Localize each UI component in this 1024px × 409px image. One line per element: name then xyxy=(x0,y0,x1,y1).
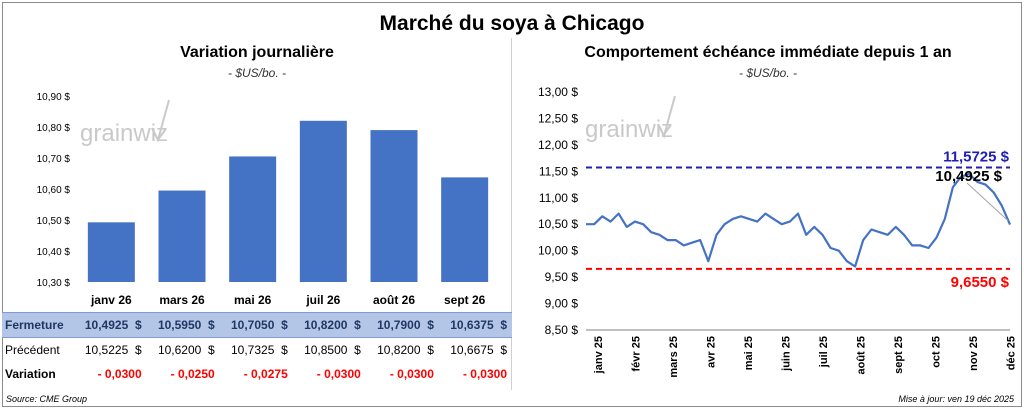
watermark-text-right: grainwiz xyxy=(585,116,673,143)
panel-divider xyxy=(511,38,512,390)
cell-precedent-6: 10,6675 $ xyxy=(450,343,507,357)
bar-ytick-label: 10,30 $ xyxy=(37,278,71,289)
line-xtick-label: avr 25 xyxy=(706,336,718,368)
cell-precedent-2: 10,6200 $ xyxy=(157,343,215,357)
watermark-logo: grainwiz xyxy=(80,99,170,147)
bar xyxy=(229,156,277,282)
watermark-check-icon xyxy=(151,99,170,143)
line-ytick-label: 8,50 $ xyxy=(545,323,579,337)
line-ytick-label: 12,00 $ xyxy=(538,138,578,152)
cell-variation-6: - 0,0300 xyxy=(462,367,507,381)
line-ytick-label: 12,50 $ xyxy=(538,111,578,125)
cell-variation-4: - 0,0300 xyxy=(316,367,361,381)
line-xtick-label: oct 25 xyxy=(931,336,943,368)
min-value-label: 9,6550 $ xyxy=(951,274,1010,291)
line-xtick-label: mars 25 xyxy=(668,336,680,378)
line-xtick-label: nov 25 xyxy=(968,336,980,371)
bar-xtick-label: août 26 xyxy=(373,293,415,307)
row-fermeture: Fermeture 10,4925 $ 10,5950 $ 10,7050 $ … xyxy=(2,312,512,338)
source-note: Source: CME Group xyxy=(6,394,88,404)
cell-variation-5: - 0,0300 xyxy=(389,367,434,381)
bar xyxy=(87,222,135,282)
cell-variation-3: - 0,0275 xyxy=(243,367,288,381)
bar xyxy=(299,120,347,282)
cell-precedent-1: 10,5225 $ xyxy=(84,343,142,357)
last-value-leader-line xyxy=(966,182,1009,221)
cell-variation-1: - 0,0300 xyxy=(97,367,142,381)
line-xtick-label: mai 25 xyxy=(743,336,755,370)
bar-chart-unit: - $US/bo. - xyxy=(227,66,287,80)
row-label-variation: Variation xyxy=(5,367,56,381)
line-chart-title: Comportement échéance immédiate depuis 1… xyxy=(584,44,952,61)
bar-ytick-label: 10,90 $ xyxy=(37,92,71,103)
price-series-line xyxy=(586,172,1012,268)
bar-ytick-label: 10,70 $ xyxy=(37,154,71,165)
row-precedent: Précédent 10,5225 $ 10,6200 $ 10,7325 $ … xyxy=(2,338,512,363)
line-xtick-label: juil 25 xyxy=(818,336,830,368)
bar-ytick-label: 10,80 $ xyxy=(37,123,71,134)
price-table: Fermeture 10,4925 $ 10,5950 $ 10,7050 $ … xyxy=(2,312,512,386)
cell-precedent-3: 10,7325 $ xyxy=(231,343,288,357)
bar-xtick-label: sept 26 xyxy=(444,293,486,307)
line-ytick-label: 13,00 $ xyxy=(538,85,578,99)
bar-chart-title: Variation journalière xyxy=(180,44,334,61)
cell-fermeture-5: 10,7900 $ xyxy=(365,312,439,338)
line-ytick-label: 11,50 $ xyxy=(539,164,578,178)
cell-precedent-4: 10,8500 $ xyxy=(304,343,361,357)
watermark-text: grainwiz xyxy=(80,120,168,147)
bar-xtick-label: mars 26 xyxy=(159,293,205,307)
bar xyxy=(158,190,206,282)
cell-variation-2: - 0,0250 xyxy=(170,367,215,381)
cell-fermeture-2: 10,5950 $ xyxy=(146,312,220,338)
bar-xtick-label: juil 26 xyxy=(305,293,340,307)
line-xtick-label: juin 25 xyxy=(781,336,793,372)
bar-chart: grainwiz 10,30 $ 10,40 $ 10,50 $ 10,60 $ 10,… xyxy=(37,92,489,307)
cell-fermeture-3: 10,7050 $ xyxy=(219,312,293,338)
line-ytick-label: 10,00 $ xyxy=(538,244,578,258)
bar xyxy=(441,177,489,282)
cell-fermeture-6: 10,6375 $ xyxy=(438,312,512,338)
bar xyxy=(370,130,418,282)
bar-ytick-label: 10,50 $ xyxy=(37,216,71,227)
line-xtick-label: août 25 xyxy=(856,336,868,375)
cell-fermeture-4: 10,8200 $ xyxy=(292,312,366,338)
line-ytick-label: 9,00 $ xyxy=(545,297,579,311)
line-xtick-label: janv 25 xyxy=(593,336,605,374)
line-ytick-label: 10,50 $ xyxy=(538,217,578,231)
line-chart: grainwiz 8,50 $ 9,00 $ 9,50 $ 10,00 $ 10,50 … xyxy=(538,85,1018,378)
last-value-label: 10,4925 $ xyxy=(935,168,1002,185)
row-variation: Variation - 0,0300 - 0,0250 - 0,0275 - 0… xyxy=(2,362,512,386)
bar-xtick-label: janv 26 xyxy=(90,293,132,307)
line-ytick-label: 11,00 $ xyxy=(539,191,578,205)
cell-fermeture-1: 10,4925 $ xyxy=(73,312,147,338)
line-chart-unit: - $US/bo. - xyxy=(738,66,798,80)
watermark-check-icon-right xyxy=(657,95,676,139)
bar-ytick-label: 10,40 $ xyxy=(37,247,71,258)
bar-ytick-label: 10,60 $ xyxy=(37,185,71,196)
line-xtick-label: sept 25 xyxy=(893,336,905,374)
line-xtick-label: déc 25 xyxy=(1006,336,1018,370)
row-label-fermeture: Fermeture xyxy=(2,312,74,338)
update-note: Mise à jour: ven 19 déc 2025 xyxy=(898,394,1014,404)
line-xtick-label: févr 25 xyxy=(631,336,643,371)
row-label-precedent: Précédent xyxy=(5,343,60,357)
bar-xtick-label: mai 26 xyxy=(234,293,272,307)
cell-precedent-5: 10,8200 $ xyxy=(377,343,434,357)
page-title: Marché du soya à Chicago xyxy=(379,12,645,35)
max-value-label: 11,5725 $ xyxy=(943,148,1010,165)
watermark-logo-right: grainwiz xyxy=(585,95,676,143)
line-ytick-label: 9,50 $ xyxy=(545,270,579,284)
